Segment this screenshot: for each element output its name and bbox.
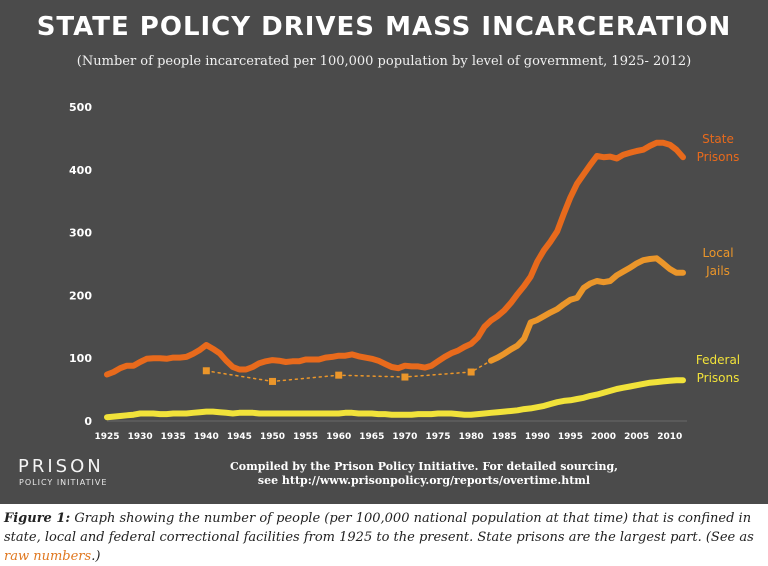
- x-tick-label: 1960: [326, 432, 351, 442]
- credit-line-2: see http://www.prisonpolicy.org/reports/…: [257, 474, 591, 487]
- series-label-federal-prisons: Federal: [696, 353, 740, 367]
- y-tick-label: 100: [69, 352, 92, 365]
- x-tick-label: 1930: [128, 432, 153, 442]
- data-point-marker: [269, 377, 277, 385]
- chart-title: STATE POLICY DRIVES MASS INCARCERATION: [36, 12, 732, 42]
- y-tick-label: 200: [69, 289, 92, 302]
- series-label-state-prisons: Prisons: [697, 150, 740, 164]
- x-tick-label: 1950: [260, 432, 285, 442]
- data-point-marker: [202, 367, 210, 375]
- x-tick-label: 1970: [392, 432, 417, 442]
- x-tick-label: 1935: [161, 432, 186, 442]
- credit-line-1: Compiled by the Prison Policy Initiative…: [230, 460, 618, 473]
- x-tick-label: 1985: [492, 432, 517, 442]
- logo-subtitle: POLICY INITIATIVE: [19, 478, 108, 487]
- data-point-marker: [467, 368, 475, 376]
- line-chart: 0 100 200 300 400 500 1925 1930 1935 1940 1945 1950…: [69, 101, 740, 442]
- x-tick-label: 1965: [359, 432, 384, 442]
- y-tick-label: 500: [69, 101, 92, 114]
- x-tick-label: 1975: [426, 432, 451, 442]
- x-tick-label: 1990: [525, 432, 550, 442]
- data-point-marker: [401, 373, 409, 381]
- x-tick-label: 2010: [657, 432, 682, 442]
- series-label-state-prisons: State: [702, 132, 734, 146]
- series-label-local-jails: Jails: [705, 264, 730, 278]
- y-tick-label: 400: [69, 164, 92, 177]
- series-line-federal-prisons: [104, 377, 686, 421]
- y-tick-label: 0: [84, 415, 92, 428]
- x-tick-label: 1945: [227, 432, 252, 442]
- x-tick-label: 2005: [624, 432, 649, 442]
- series-line-state-prisons: [104, 139, 686, 378]
- x-tick-label: 1995: [558, 432, 583, 442]
- data-point-marker: [335, 371, 343, 379]
- series-line-local-jails: [488, 255, 686, 364]
- chart-subtitle: (Number of people incarcerated per 100,0…: [76, 54, 692, 69]
- figure-caption: Figure 1: Graph showing the number of pe…: [4, 509, 764, 566]
- y-tick-label: 300: [69, 227, 92, 240]
- caption-text: Graph showing the number of people (per …: [4, 511, 754, 545]
- raw-numbers-link[interactable]: raw numbers: [4, 549, 92, 564]
- x-tick-label: 2000: [591, 432, 616, 442]
- x-tick-label: 1980: [459, 432, 484, 442]
- series-label-federal-prisons: Prisons: [697, 371, 740, 385]
- x-tick-label: 1955: [293, 432, 318, 442]
- chart-panel: STATE POLICY DRIVES MASS INCARCERATION (…: [0, 0, 768, 504]
- caption-end: .): [91, 549, 101, 564]
- x-tick-label: 1940: [194, 432, 219, 442]
- x-tick-label: 1925: [94, 432, 119, 442]
- logo-wordmark: PRISON: [18, 456, 104, 477]
- caption-label: Figure 1:: [4, 511, 71, 526]
- series-label-local-jails: Local: [702, 246, 733, 260]
